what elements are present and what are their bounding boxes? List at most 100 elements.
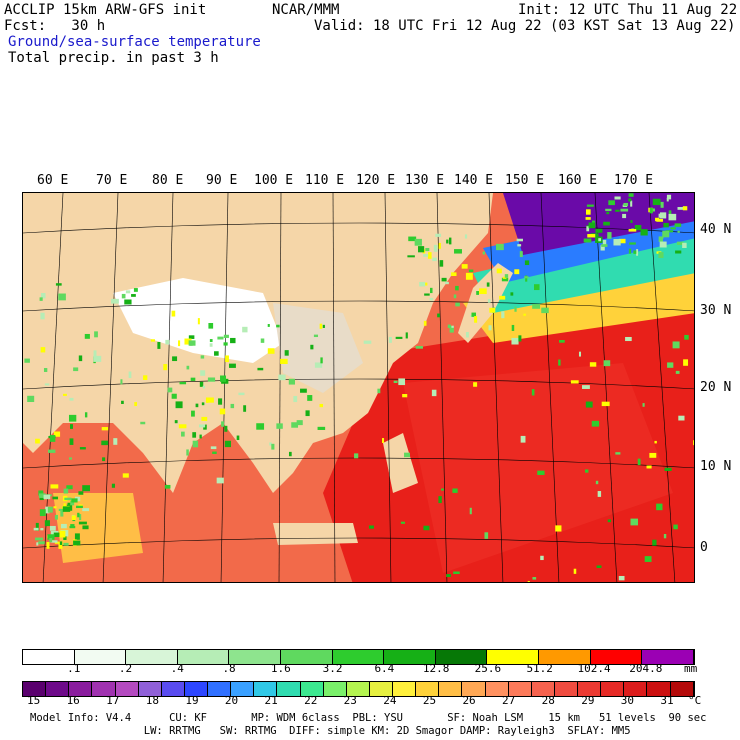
precip-cell <box>476 291 479 295</box>
precip-cell <box>38 490 44 496</box>
precip-cell <box>223 334 229 338</box>
precip-cell <box>418 246 425 253</box>
colorbar-tick-label: 6.4 <box>374 662 395 675</box>
precip-cell <box>601 244 608 247</box>
precip-cell <box>677 230 680 233</box>
precip-cell <box>479 288 487 295</box>
precip-cell <box>644 556 652 562</box>
precip-cell <box>501 311 505 319</box>
precip-cell <box>668 213 677 221</box>
precip-cell <box>675 250 682 254</box>
precip-cell <box>50 540 58 543</box>
precip-cell <box>398 378 406 386</box>
precip-cell <box>242 326 248 333</box>
colorbar-swatch <box>462 682 486 696</box>
precip-cell <box>511 324 515 331</box>
precip-cell <box>570 380 579 384</box>
colorbar-swatch <box>74 650 127 664</box>
precip-cell <box>38 493 46 498</box>
precip-cell <box>209 343 213 347</box>
model-title: ACCLIP 15km ARW-GFS init <box>4 2 207 18</box>
lat-label: 10 N <box>700 459 732 474</box>
precip-cell <box>200 370 206 376</box>
precip-cell <box>260 338 265 343</box>
precip-cell <box>133 288 138 292</box>
precip-cell <box>78 355 83 362</box>
precip-cell <box>319 403 324 408</box>
colorbar-swatch <box>670 682 694 696</box>
precip-cell <box>431 389 437 397</box>
colorbar-swatch <box>23 682 47 696</box>
precip-cell <box>79 514 82 521</box>
precip-cell <box>310 344 314 350</box>
precip-cell <box>652 198 661 206</box>
hot-core <box>403 363 673 573</box>
precip-cell <box>427 252 432 259</box>
precip-cell <box>634 224 642 231</box>
precip-cell <box>230 337 236 344</box>
precip-cell <box>82 508 90 512</box>
precip-cell <box>238 392 245 396</box>
precip-cell <box>52 496 59 500</box>
colorbar-swatch <box>393 682 417 696</box>
precip-cell <box>291 422 299 428</box>
precip-cell <box>449 237 452 245</box>
precip-cell <box>186 365 190 370</box>
precip-cell <box>628 228 637 232</box>
colorbar-tick-label: 3.2 <box>322 662 343 675</box>
precip-cell <box>192 432 197 438</box>
precip-cell <box>666 194 672 200</box>
precip-cell <box>314 362 323 368</box>
precip-cell <box>501 277 509 282</box>
precip-cell <box>585 209 591 215</box>
precip-cell <box>523 313 526 316</box>
precip-cell <box>317 426 326 430</box>
precip-cell <box>63 542 69 546</box>
precip-cell <box>589 362 597 367</box>
precip-cell <box>269 442 272 446</box>
colorbar-swatch <box>439 682 463 696</box>
precip-cell <box>354 453 359 459</box>
precip-cell <box>449 325 454 333</box>
precip-cell <box>74 496 81 502</box>
precip-cell <box>188 340 196 346</box>
precip-cell <box>471 312 477 317</box>
model-info-line1: Model Info: V4.4 CU: KF MP: WDM 6class P… <box>30 712 707 724</box>
precip-cell <box>186 449 189 456</box>
precip-cell <box>191 410 195 417</box>
precip-cell <box>674 223 682 227</box>
colorbar-swatch <box>92 682 116 696</box>
graticule <box>23 193 694 582</box>
colorbar-swatch <box>115 682 139 696</box>
precip-cell <box>670 227 676 230</box>
precip-cell <box>163 364 168 371</box>
precip-cell <box>63 488 69 494</box>
precip-cell <box>502 276 507 279</box>
precip-cell <box>585 401 593 408</box>
precip-cell <box>433 244 438 252</box>
field-title-sst: Ground/sea-surface temperature <box>8 34 261 50</box>
precip-cell <box>224 440 231 448</box>
precip-cell <box>438 242 441 249</box>
precip-cell <box>216 477 224 484</box>
precip-cell <box>24 358 30 363</box>
precip-cell <box>441 488 444 491</box>
precip-cell <box>451 325 454 328</box>
colorbar-swatch <box>161 682 185 696</box>
lon-label: 150 E <box>505 173 545 188</box>
precip-cell <box>658 236 663 242</box>
precip-cell <box>453 571 460 574</box>
precip-cell <box>47 534 55 540</box>
precip-cell <box>628 193 634 197</box>
precip-cell <box>633 250 637 254</box>
precip-cell <box>683 359 689 366</box>
precip-cell <box>540 555 544 561</box>
precip-cell <box>276 423 283 429</box>
precip-cell <box>407 255 415 258</box>
precip-cell <box>70 500 75 506</box>
precip-cell <box>595 480 599 485</box>
lon-label: 90 E <box>206 173 238 188</box>
precip-cell <box>465 272 473 280</box>
precip-cell <box>469 507 472 515</box>
precip-cell <box>404 452 410 458</box>
